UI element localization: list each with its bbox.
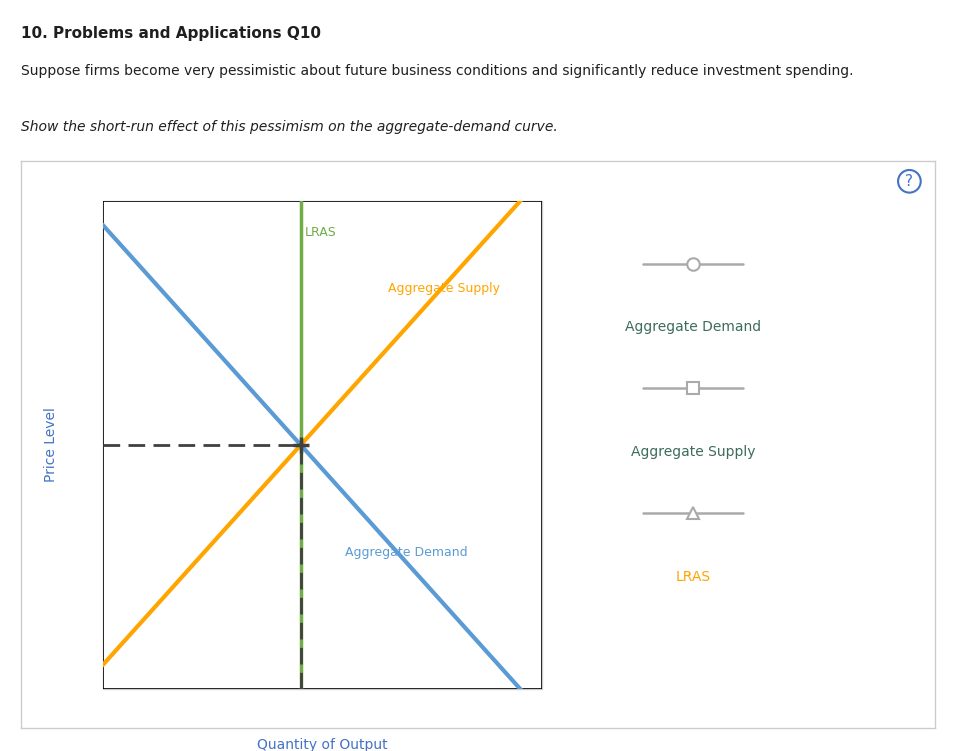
Text: Show the short-run effect of this pessimism on the aggregate-demand curve.: Show the short-run effect of this pessim… — [21, 120, 558, 134]
Text: LRAS: LRAS — [305, 225, 337, 239]
Text: Price Level: Price Level — [44, 408, 57, 482]
Text: Quantity of Output: Quantity of Output — [257, 737, 388, 751]
Text: Suppose firms become very pessimistic about future business conditions and signi: Suppose firms become very pessimistic ab… — [21, 64, 854, 78]
Text: ?: ? — [905, 173, 913, 189]
Text: Aggregate Demand: Aggregate Demand — [625, 320, 761, 334]
Text: LRAS: LRAS — [676, 570, 710, 584]
Text: Aggregate Supply: Aggregate Supply — [389, 282, 501, 295]
Text: 10. Problems and Applications Q10: 10. Problems and Applications Q10 — [21, 26, 321, 41]
Text: Aggregate Demand: Aggregate Demand — [345, 546, 467, 559]
Bar — [103, 201, 542, 689]
Text: Aggregate Supply: Aggregate Supply — [631, 445, 755, 459]
